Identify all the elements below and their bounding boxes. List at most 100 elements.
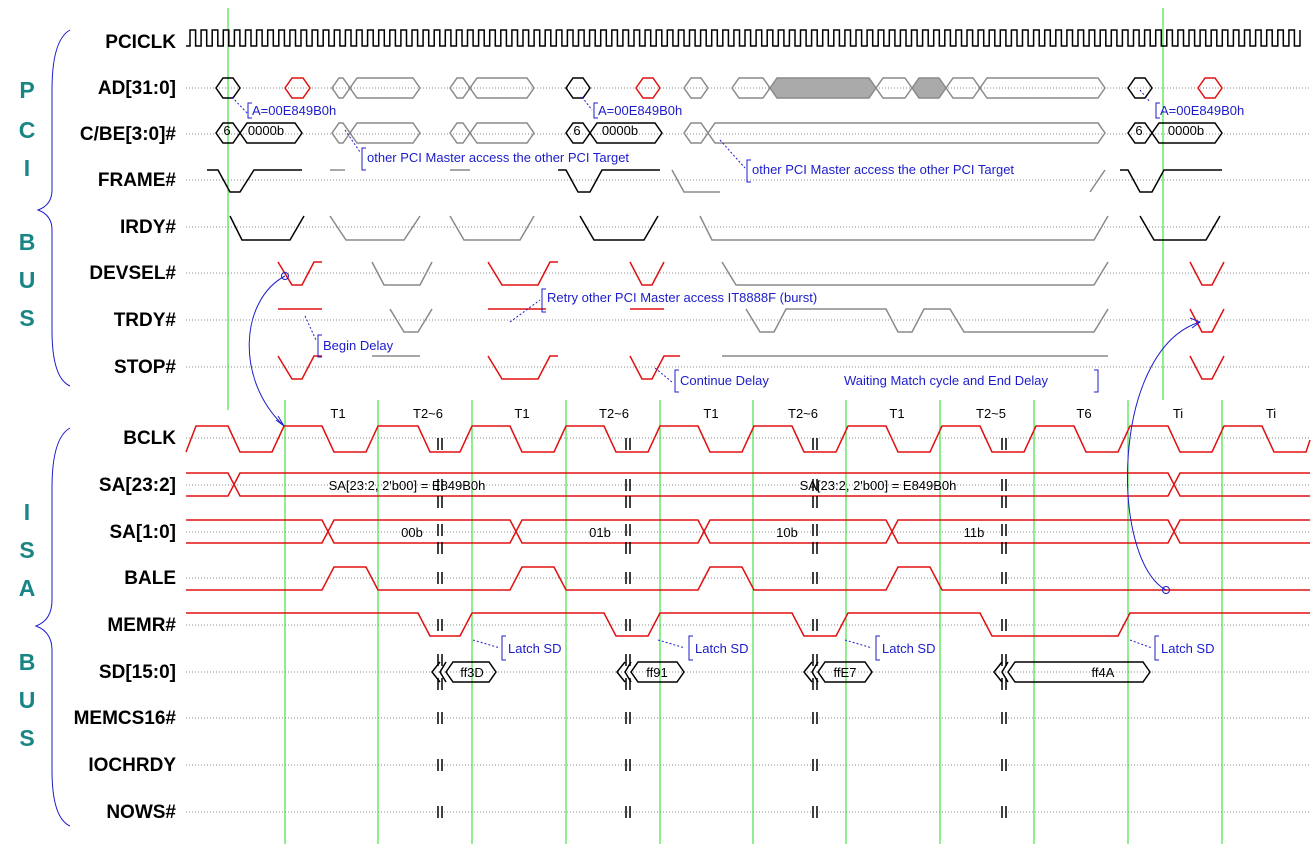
cbe-command-value: 6 xyxy=(573,123,580,138)
break-mark xyxy=(812,438,818,450)
devsel-trace xyxy=(487,261,558,286)
cbe-bus-other xyxy=(707,122,1106,144)
stop-trace xyxy=(1189,355,1225,380)
isa-waveforms xyxy=(185,425,1311,683)
break-mark xyxy=(1001,806,1007,818)
sa-low-value: 11b xyxy=(964,525,985,540)
cbe-bus-other xyxy=(331,122,351,144)
frame-trace-other xyxy=(671,169,720,193)
ad-burst-data xyxy=(911,77,947,99)
irdy-trace xyxy=(229,215,305,241)
cbe-bus-other xyxy=(683,122,709,144)
cycle-label: T1 xyxy=(889,406,904,421)
annotation-bracket xyxy=(247,102,252,119)
devsel-trace-other xyxy=(721,261,1109,286)
address-note: A=00E849B0h xyxy=(252,103,336,118)
cbe-byte-enable-value: 0000b xyxy=(1168,123,1204,138)
ad-bus-other xyxy=(331,77,351,99)
ad-bus-other xyxy=(349,77,421,99)
ad-bus-other xyxy=(469,77,535,99)
sd-data-tristate xyxy=(803,661,819,683)
sa-hi-trace xyxy=(186,472,1310,497)
cycle-label: T2~6 xyxy=(788,406,818,421)
cycle-label: T1 xyxy=(703,406,718,421)
isa-signal-names: BCLK SA[23:2] SA[1:0] BALE MEMR# SD[15:0… xyxy=(74,428,177,823)
sd-data xyxy=(630,661,685,683)
signal-name-frame: FRAME# xyxy=(98,170,177,191)
break-mark xyxy=(437,712,443,724)
pci-bus-label: P C I B U S xyxy=(19,29,71,387)
break-mark xyxy=(812,572,818,584)
break-mark xyxy=(625,479,631,491)
break-mark xyxy=(437,542,443,554)
bus-letter: S xyxy=(19,537,34,563)
bus-values: 6 0000b 6 0000b 6 0000b SA[23:2, 2'b00] … xyxy=(223,123,1204,680)
ad-address-phase xyxy=(565,77,591,99)
signal-name-memcs16: MEMCS16# xyxy=(74,708,177,729)
irdy-trace-other xyxy=(449,215,535,241)
dotted-baselines xyxy=(186,87,1310,813)
break-mark xyxy=(625,572,631,584)
annotation-bracket xyxy=(1155,102,1160,119)
annotation-bracket xyxy=(875,635,880,661)
sd-data xyxy=(1007,661,1151,683)
pciclk-waveform xyxy=(186,29,1301,47)
stop-trace xyxy=(277,355,322,380)
irdy-trace xyxy=(579,215,659,241)
pci-waveforms xyxy=(207,77,1225,380)
cbe-byte-enable-value: 0000b xyxy=(248,123,284,138)
arrow-origin xyxy=(281,272,289,280)
break-mark xyxy=(1001,542,1007,554)
break-mark xyxy=(1001,438,1007,450)
sd-data-value: ff91 xyxy=(646,665,667,680)
bus-letter: U xyxy=(19,687,36,713)
bus-letter: U xyxy=(19,267,36,293)
sd-data xyxy=(817,661,873,683)
break-mark xyxy=(812,619,818,631)
ad-address-phase xyxy=(1127,77,1153,99)
irdy-trace-other xyxy=(329,215,421,241)
frame-trace xyxy=(207,169,302,193)
annotation-leader xyxy=(844,639,873,649)
break-mark xyxy=(1001,759,1007,771)
annotation-leader xyxy=(1129,639,1153,649)
signal-name-bale: BALE xyxy=(124,568,176,589)
cycle-label: Ti xyxy=(1173,406,1183,421)
cycle-label: T2~6 xyxy=(413,406,443,421)
break-mark xyxy=(625,524,631,536)
other-master-note: other PCI Master access the other PCI Ta… xyxy=(367,150,629,165)
signal-name-sa-lo: SA[1:0] xyxy=(109,522,176,543)
other-master-note: other PCI Master access the other PCI Ta… xyxy=(752,162,1014,177)
cbe-byte-enables xyxy=(1151,122,1223,144)
trdy-trace-other xyxy=(389,308,433,333)
bus-letter: B xyxy=(19,229,36,255)
sd-data-value: ff4A xyxy=(1092,665,1115,680)
annotation-leader xyxy=(344,129,361,153)
ad-data-phase xyxy=(284,77,311,99)
break-mark xyxy=(625,619,631,631)
break-mark xyxy=(812,479,818,491)
break-mark xyxy=(812,542,818,554)
sa-lo-trace xyxy=(186,519,1310,544)
devsel-to-bclk-arrow xyxy=(248,275,286,427)
annotation-leader xyxy=(581,96,593,111)
annotation-bracket xyxy=(688,635,693,661)
retry-note: Retry other PCI Master access IT8888F (b… xyxy=(547,290,817,305)
annotation-bracket xyxy=(541,288,546,313)
signal-name-iochrdy: IOCHRDY xyxy=(88,755,176,776)
annotation-texts: A=00E849B0h A=00E849B0h A=00E849B0h othe… xyxy=(252,103,1244,656)
pciclk-trace xyxy=(186,29,1301,47)
break-mark xyxy=(625,759,631,771)
break-mark xyxy=(812,712,818,724)
break-mark xyxy=(437,479,443,491)
latch-sd-note: Latch SD xyxy=(1161,641,1214,656)
latch-sd-note: Latch SD xyxy=(882,641,935,656)
latch-sd-note: Latch SD xyxy=(508,641,561,656)
signal-name-bclk: BCLK xyxy=(123,428,176,449)
cycle-label: Ti xyxy=(1266,406,1276,421)
ad-burst-data xyxy=(769,77,877,99)
break-mark xyxy=(1001,712,1007,724)
break-mark xyxy=(625,806,631,818)
bus-letter: A xyxy=(19,575,36,601)
